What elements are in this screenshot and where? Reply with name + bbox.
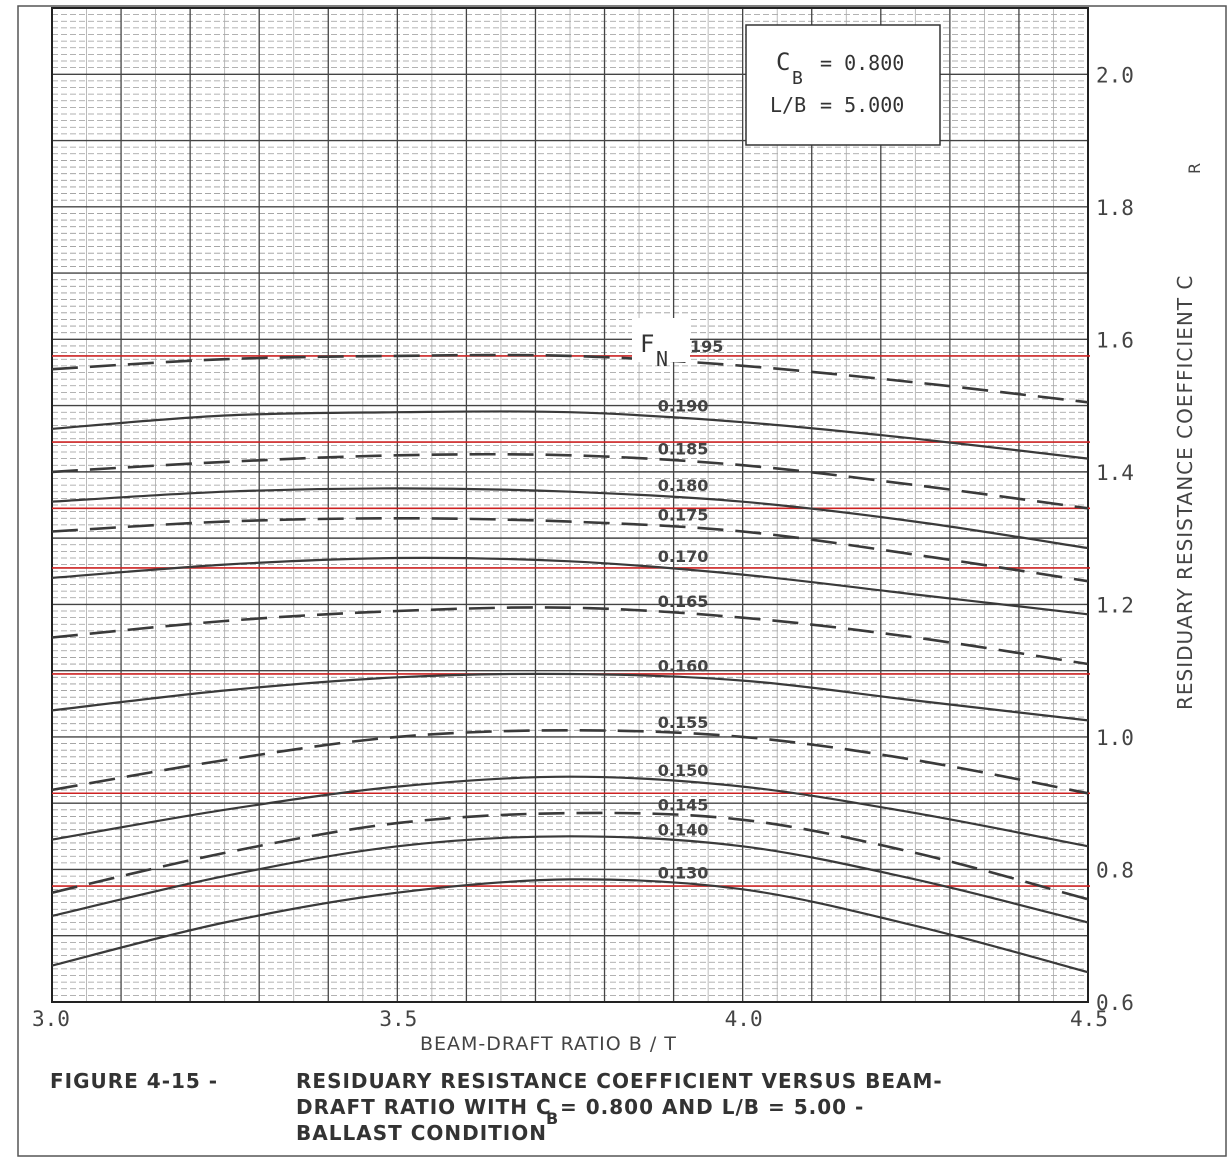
series-line-0170 <box>51 556 1089 616</box>
series-label: 0.155 <box>658 713 709 732</box>
series-line-0180 <box>51 487 1089 550</box>
series-line-0140 <box>51 835 1089 924</box>
x-tick-label: 3.0 <box>32 1007 70 1031</box>
caption-line2-sub: B <box>546 1109 559 1128</box>
series-label: 0.170 <box>658 547 709 566</box>
series-line-0195 <box>51 353 1089 404</box>
y-tick-label: 0.8 <box>1096 858 1134 882</box>
series-label: 0.130 <box>658 864 709 883</box>
y-axis-label-sub: R <box>1185 162 1204 174</box>
series-label: 0.160 <box>658 656 709 675</box>
series-line-0150 <box>51 775 1089 848</box>
plot-border <box>51 7 1089 1003</box>
series-line-0160 <box>51 672 1089 722</box>
fn-label: F N <box>632 318 690 371</box>
series-label: 0.180 <box>658 476 709 495</box>
figure-caption: FIGURE 4-15 - RESIDUARY RESISTANCE COEFF… <box>50 1069 943 1145</box>
cb-value: = 0.800 <box>820 51 904 75</box>
parameter-box: C B = 0.800 L/B = 5.000 <box>745 24 941 146</box>
series-line-0130 <box>51 878 1089 974</box>
series-line-0175 <box>51 516 1089 583</box>
fn-label-sub: N <box>656 347 668 371</box>
y-tick-label: 2.0 <box>1096 63 1134 87</box>
series-label: 0.175 <box>658 506 709 525</box>
y-tick-label: 0.6 <box>1096 991 1134 1015</box>
fn-label-f: F <box>640 330 654 358</box>
caption-prefix: FIGURE 4-15 - <box>50 1069 218 1093</box>
series-line-0185 <box>51 452 1089 510</box>
series-label: 0.185 <box>658 439 709 458</box>
series-lines <box>51 353 1089 974</box>
series-line-0190 <box>51 410 1089 460</box>
parameter-box-frame <box>745 24 941 146</box>
caption-line2a: DRAFT RATIO WITH C <box>296 1095 552 1119</box>
x-tick-label: 4.5 <box>1070 1007 1108 1031</box>
caption-line3: BALLAST CONDITION <box>296 1121 547 1145</box>
y-axis-label-text: RESIDUARY RESISTANCE COEFFICIENT C <box>1173 275 1197 710</box>
lb-value: = 5.000 <box>820 93 904 117</box>
series-line-0165 <box>51 606 1089 666</box>
caption-line2b: = 0.800 AND L/B = 5.00 - <box>560 1095 864 1119</box>
series-label: 0.140 <box>658 821 709 840</box>
y-tick-label: 1.6 <box>1096 328 1134 352</box>
series-line-0145 <box>51 811 1089 901</box>
y-axis-label: RESIDUARY RESISTANCE COEFFICIENT C R <box>1173 162 1204 710</box>
y-tick-label: 1.2 <box>1096 593 1134 617</box>
y-tick-label: 1.4 <box>1096 461 1134 485</box>
x-tick-label: 3.5 <box>379 1007 417 1031</box>
series-label: 0.165 <box>658 592 709 611</box>
y-tick-label: 1.0 <box>1096 726 1134 750</box>
series-line-0155 <box>51 728 1089 795</box>
x-tick-labels: 3.0 3.5 4.0 4.5 <box>32 1007 1108 1031</box>
caption-line1: RESIDUARY RESISTANCE COEFFICIENT VERSUS … <box>296 1069 943 1093</box>
cb-label: C <box>776 48 790 76</box>
series-label: 0.150 <box>658 761 709 780</box>
y-tick-labels: 0.6 0.8 1.0 1.2 1.4 1.6 1.8 2.0 <box>1096 63 1134 1015</box>
series-label: 0.190 <box>658 396 709 415</box>
y-tick-label: 1.8 <box>1096 196 1134 220</box>
x-tick-label: 4.0 <box>725 1007 763 1031</box>
cb-subscript: B <box>792 68 803 89</box>
series-label: 0.145 <box>658 796 709 815</box>
x-axis-label: BEAM-DRAFT RATIO B / T <box>420 1033 677 1055</box>
figure-frame <box>17 5 1227 1157</box>
lb-label: L/B <box>770 93 806 117</box>
